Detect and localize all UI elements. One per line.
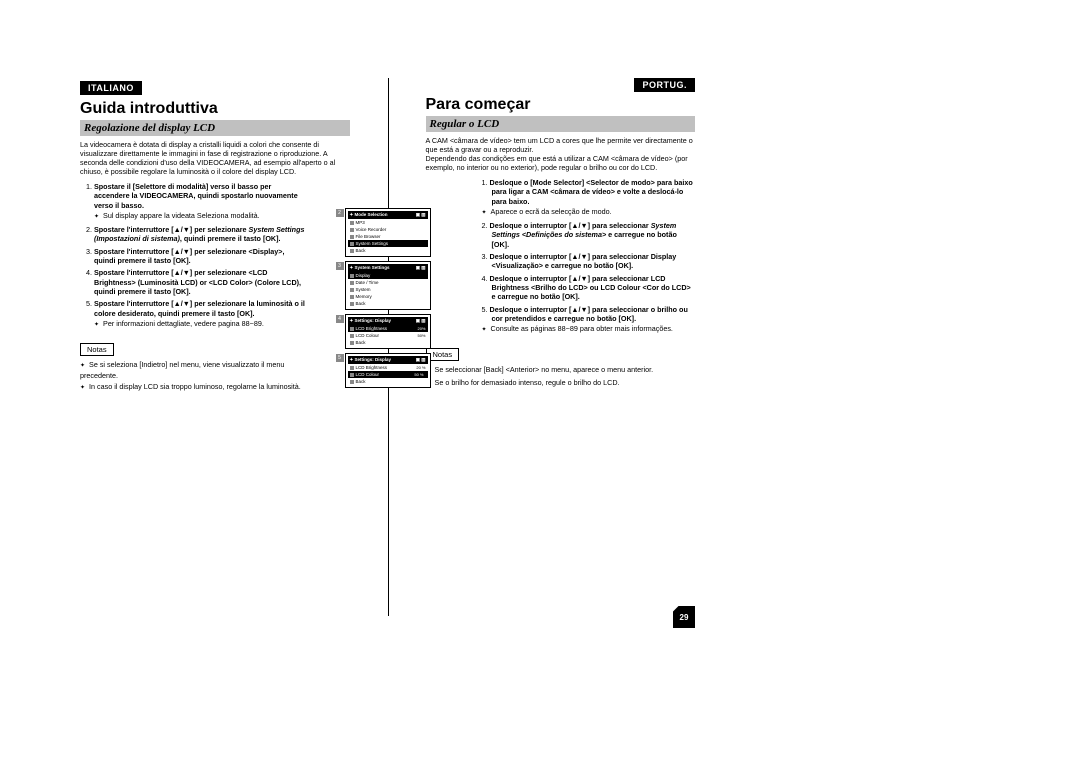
- screenshot-row: Date / Time: [348, 279, 428, 286]
- intro-right: A CAM <câmara de vídeo> tem um LCD a cor…: [426, 136, 696, 172]
- screenshot-row: File Browser: [348, 233, 428, 240]
- step-sub: Consulte as páginas 88~89 para obter mai…: [492, 324, 696, 335]
- lcd-screenshot: 3✦ System Settings▣ ▥DisplayDate / TimeS…: [345, 261, 431, 310]
- lang-tab-pt: PORTUG.: [634, 78, 695, 92]
- step-item: Desloque o interruptor [▲/▼] para selecc…: [492, 252, 696, 271]
- screenshot-title: ✦ System Settings▣ ▥: [348, 264, 428, 272]
- screenshot-row: LCD Colour50%: [348, 332, 428, 339]
- screenshot-row: MP3: [348, 219, 428, 226]
- screenshot-number: 4: [336, 315, 344, 323]
- right-column: PORTUG. Para começar Regular o LCD A CAM…: [388, 78, 696, 638]
- notes-right: Se seleccionar [Back] <Anterior> no menu…: [426, 365, 696, 389]
- notes-label-left: Notas: [80, 343, 114, 356]
- lcd-screenshot: 4✦ Settings: Display▣ ▥LCD Brightness20%…: [345, 314, 431, 349]
- screenshot-row: System Settings: [348, 240, 428, 247]
- step-item: Spostare l'interruttore [▲/▼] per selezi…: [94, 268, 306, 296]
- subtitle-right: Regular o LCD: [426, 116, 696, 132]
- screenshot-row: System: [348, 286, 428, 293]
- screenshot-row: LCD Brightness20%: [348, 325, 428, 332]
- notes-left: Se si seleziona [Indietro] nel menu, vie…: [80, 360, 306, 393]
- screenshot-row: Memory: [348, 293, 428, 300]
- page-number: 29: [673, 606, 695, 628]
- step-item: Spostare l'interruttore [▲/▼] per selezi…: [94, 247, 306, 266]
- step-item: Spostare l'interruttore [▲/▼] per selezi…: [94, 299, 306, 330]
- note-item: Se si seleziona [Indietro] nel menu, vie…: [80, 360, 306, 380]
- steps-right: Desloque o [Mode Selector] <Selector de …: [426, 178, 696, 335]
- note-item: Se o brilho for demasiado intenso, regul…: [426, 378, 696, 389]
- step-item: Spostare l'interruttore [▲/▼] per selezi…: [94, 225, 306, 244]
- screenshot-number: 2: [336, 209, 344, 217]
- lang-tab-it: ITALIANO: [80, 81, 142, 95]
- step-item: Spostare il [Selettore di modalità] vers…: [94, 182, 306, 222]
- screenshot-row: Back: [348, 300, 428, 307]
- screenshot-row: Back: [348, 247, 428, 254]
- screenshot-number: 3: [336, 262, 344, 270]
- intro-left: La videocamera è dotata di display a cri…: [80, 140, 350, 176]
- screenshot-title: ✦ Mode Selection▣ ▥: [348, 211, 428, 219]
- screenshot-row: Back: [348, 339, 428, 346]
- subtitle-left: Regolazione del display LCD: [80, 120, 350, 136]
- screenshot-row: Display: [348, 272, 428, 279]
- step-sub: Sul display appare la videata Seleziona …: [94, 211, 306, 222]
- step-item: Desloque o interruptor [▲/▼] para selecc…: [492, 274, 696, 302]
- lcd-screenshot: 5✦ Settings: Display▣ ▥LCD Brightness20 …: [345, 353, 431, 388]
- notes-label-right: Notas: [426, 348, 460, 361]
- title-right: Para começar: [426, 96, 696, 114]
- lcd-screenshot: 2✦ Mode Selection▣ ▥MP3Voice RecorderFil…: [345, 208, 431, 257]
- manual-page: ITALIANO Guida introduttiva Regolazione …: [80, 78, 695, 638]
- screenshot-title: ✦ Settings: Display▣ ▥: [348, 317, 428, 325]
- screenshot-row: LCD Colour50 %: [348, 371, 428, 378]
- step-item: Desloque o [Mode Selector] <Selector de …: [492, 178, 696, 218]
- note-item: In caso il display LCD sia troppo lumino…: [80, 382, 306, 393]
- screenshot-title: ✦ Settings: Display▣ ▥: [348, 356, 428, 364]
- screenshot-row: Voice Recorder: [348, 226, 428, 233]
- step-sub: Per informazioni dettagliate, vedere pag…: [94, 319, 306, 330]
- screenshot-number: 5: [336, 354, 344, 362]
- screenshot-row: Back: [348, 378, 428, 385]
- note-item: Se seleccionar [Back] <Anterior> no menu…: [426, 365, 696, 376]
- steps-left: Spostare il [Selettore di modalità] vers…: [80, 182, 350, 330]
- step-item: Desloque o interruptor [▲/▼] para selecc…: [492, 305, 696, 336]
- title-left: Guida introduttiva: [80, 100, 350, 118]
- screenshot-row: LCD Brightness20 %: [348, 364, 428, 371]
- step-sub: Aparece o ecrã da selecção de modo.: [492, 207, 696, 218]
- center-screenshots: 2✦ Mode Selection▣ ▥MP3Voice RecorderFil…: [345, 208, 431, 392]
- step-item: Desloque o interruptor [▲/▼] para selecc…: [492, 221, 696, 249]
